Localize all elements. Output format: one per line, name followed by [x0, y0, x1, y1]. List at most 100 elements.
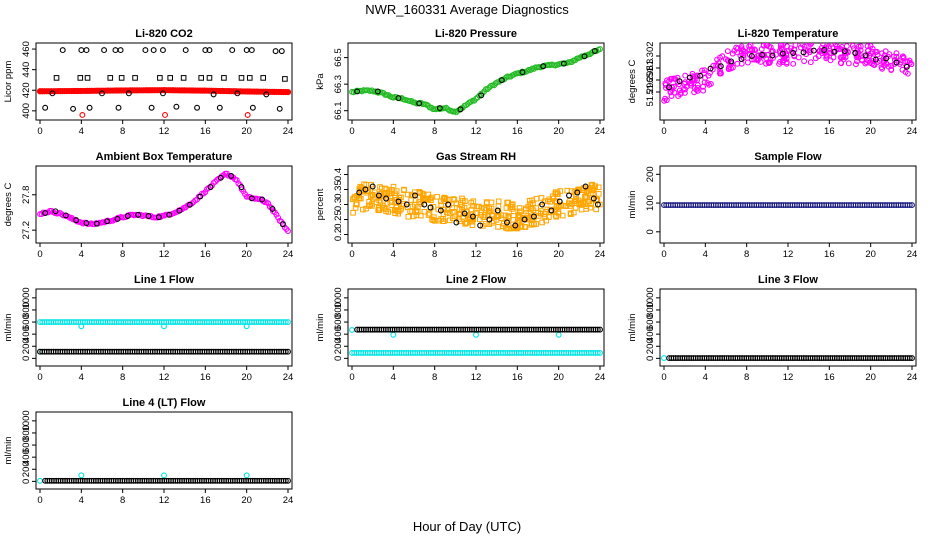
series-1-point [697, 72, 704, 79]
series-1-point [810, 47, 817, 54]
series-2-point [278, 48, 285, 55]
series-0-point [575, 186, 582, 193]
series-0-point [580, 200, 586, 207]
series-4-point [216, 104, 223, 111]
series-0-point [770, 54, 777, 61]
y-tick-label: 400 [333, 326, 344, 342]
series-0-point [828, 43, 835, 47]
series-0-point [792, 43, 799, 49]
x-tick-label: 20 [865, 126, 876, 137]
x-tick-label: 16 [824, 249, 835, 260]
series-1-point [285, 477, 291, 484]
series-0-point [421, 208, 428, 215]
y-tick-label: 600 [21, 314, 32, 330]
x-tick-label: 4 [391, 249, 396, 260]
series-0-point [705, 72, 712, 79]
series-0-point [428, 104, 435, 111]
series-1-point [477, 222, 484, 229]
x-tick-label: 8 [744, 126, 749, 137]
series-0-point [870, 61, 877, 68]
series-0-point [352, 194, 358, 200]
series-0-point [780, 43, 787, 48]
x-tick-label: 12 [471, 372, 482, 383]
series-0-point [367, 202, 373, 209]
series-0-point [438, 198, 444, 205]
series-1-point [530, 213, 537, 220]
series-0-point [368, 193, 374, 199]
y-tick-label: 0.2 [333, 228, 344, 241]
series-3-point [157, 75, 163, 81]
x-tick-label: 24 [283, 495, 294, 506]
series-4-point [86, 104, 93, 111]
panel-title: Li-820 Pressure [435, 28, 517, 40]
series-0-point [474, 210, 481, 217]
series-1-point [883, 55, 890, 62]
series-0-point [888, 66, 895, 73]
x-tick-label: 16 [200, 249, 211, 260]
series-4-point [173, 103, 180, 110]
series-0-point [906, 57, 913, 64]
series-3-point [84, 75, 91, 81]
panel-title: Li-820 Temperature [738, 28, 839, 40]
x-tick-label: 0 [661, 126, 666, 137]
series-0-point [823, 55, 830, 62]
panel-title: Line 4 (LT) Flow [123, 397, 206, 409]
x-tick-label: 0 [349, 372, 354, 383]
x-tick-label: 0 [661, 372, 666, 383]
series-0-point [541, 211, 548, 217]
series-0-point [791, 53, 798, 60]
series-3-point [206, 75, 213, 81]
series-1-point [738, 56, 745, 62]
series-0-point [37, 477, 43, 484]
series-0-point [537, 210, 544, 217]
series-0-point [725, 65, 732, 72]
series-0-point [900, 55, 907, 62]
series-1-point [93, 220, 100, 227]
x-tick-label: 16 [824, 126, 835, 137]
series-0-point [401, 187, 407, 194]
series-1-point [62, 212, 69, 219]
series-4-point [70, 105, 77, 112]
series-1-point [666, 84, 673, 91]
series-2-point [597, 326, 603, 333]
x-tick-label: 12 [159, 249, 170, 260]
x-tick-label: 24 [907, 126, 918, 137]
series-0-point [700, 87, 707, 94]
y-tick-label: 100 [645, 195, 656, 211]
x-tick-label: 12 [159, 372, 170, 383]
series-0-point [527, 67, 534, 74]
series-0-point [161, 472, 167, 479]
y-tick-label: 51.298 [645, 65, 656, 94]
series-1-point [473, 331, 479, 338]
series-0-point [563, 203, 569, 209]
series-1-point [676, 78, 683, 85]
x-tick-label: 24 [283, 126, 294, 137]
marks [661, 202, 915, 209]
y-tick-label: 27.8 [21, 186, 32, 205]
series-1-point [548, 207, 555, 214]
x-tick-label: 4 [79, 126, 84, 137]
series-1-point [374, 88, 381, 95]
series-1-point [591, 48, 598, 54]
series-0-point [444, 209, 450, 216]
series-0-point [509, 201, 516, 207]
series-0-point [594, 349, 601, 356]
series-0-point [753, 56, 760, 62]
series-0-point [194, 196, 201, 203]
series-3-point [77, 75, 84, 81]
series-0-point [844, 49, 851, 56]
series-0-point [781, 55, 788, 62]
series-0-point [661, 97, 668, 104]
series-0-point [265, 200, 272, 207]
series-1-point [114, 215, 121, 222]
series-0-point [689, 70, 696, 77]
y-tick-label: 400 [21, 326, 32, 342]
x-tick-label: 20 [865, 249, 876, 260]
series-1-point [243, 323, 250, 330]
series-0-point [719, 53, 726, 60]
series-0-point [687, 80, 693, 87]
series-0-point [671, 89, 678, 96]
series-0-point [676, 87, 683, 94]
marks [37, 472, 291, 484]
y-tick-label: 27.2 [21, 221, 32, 240]
